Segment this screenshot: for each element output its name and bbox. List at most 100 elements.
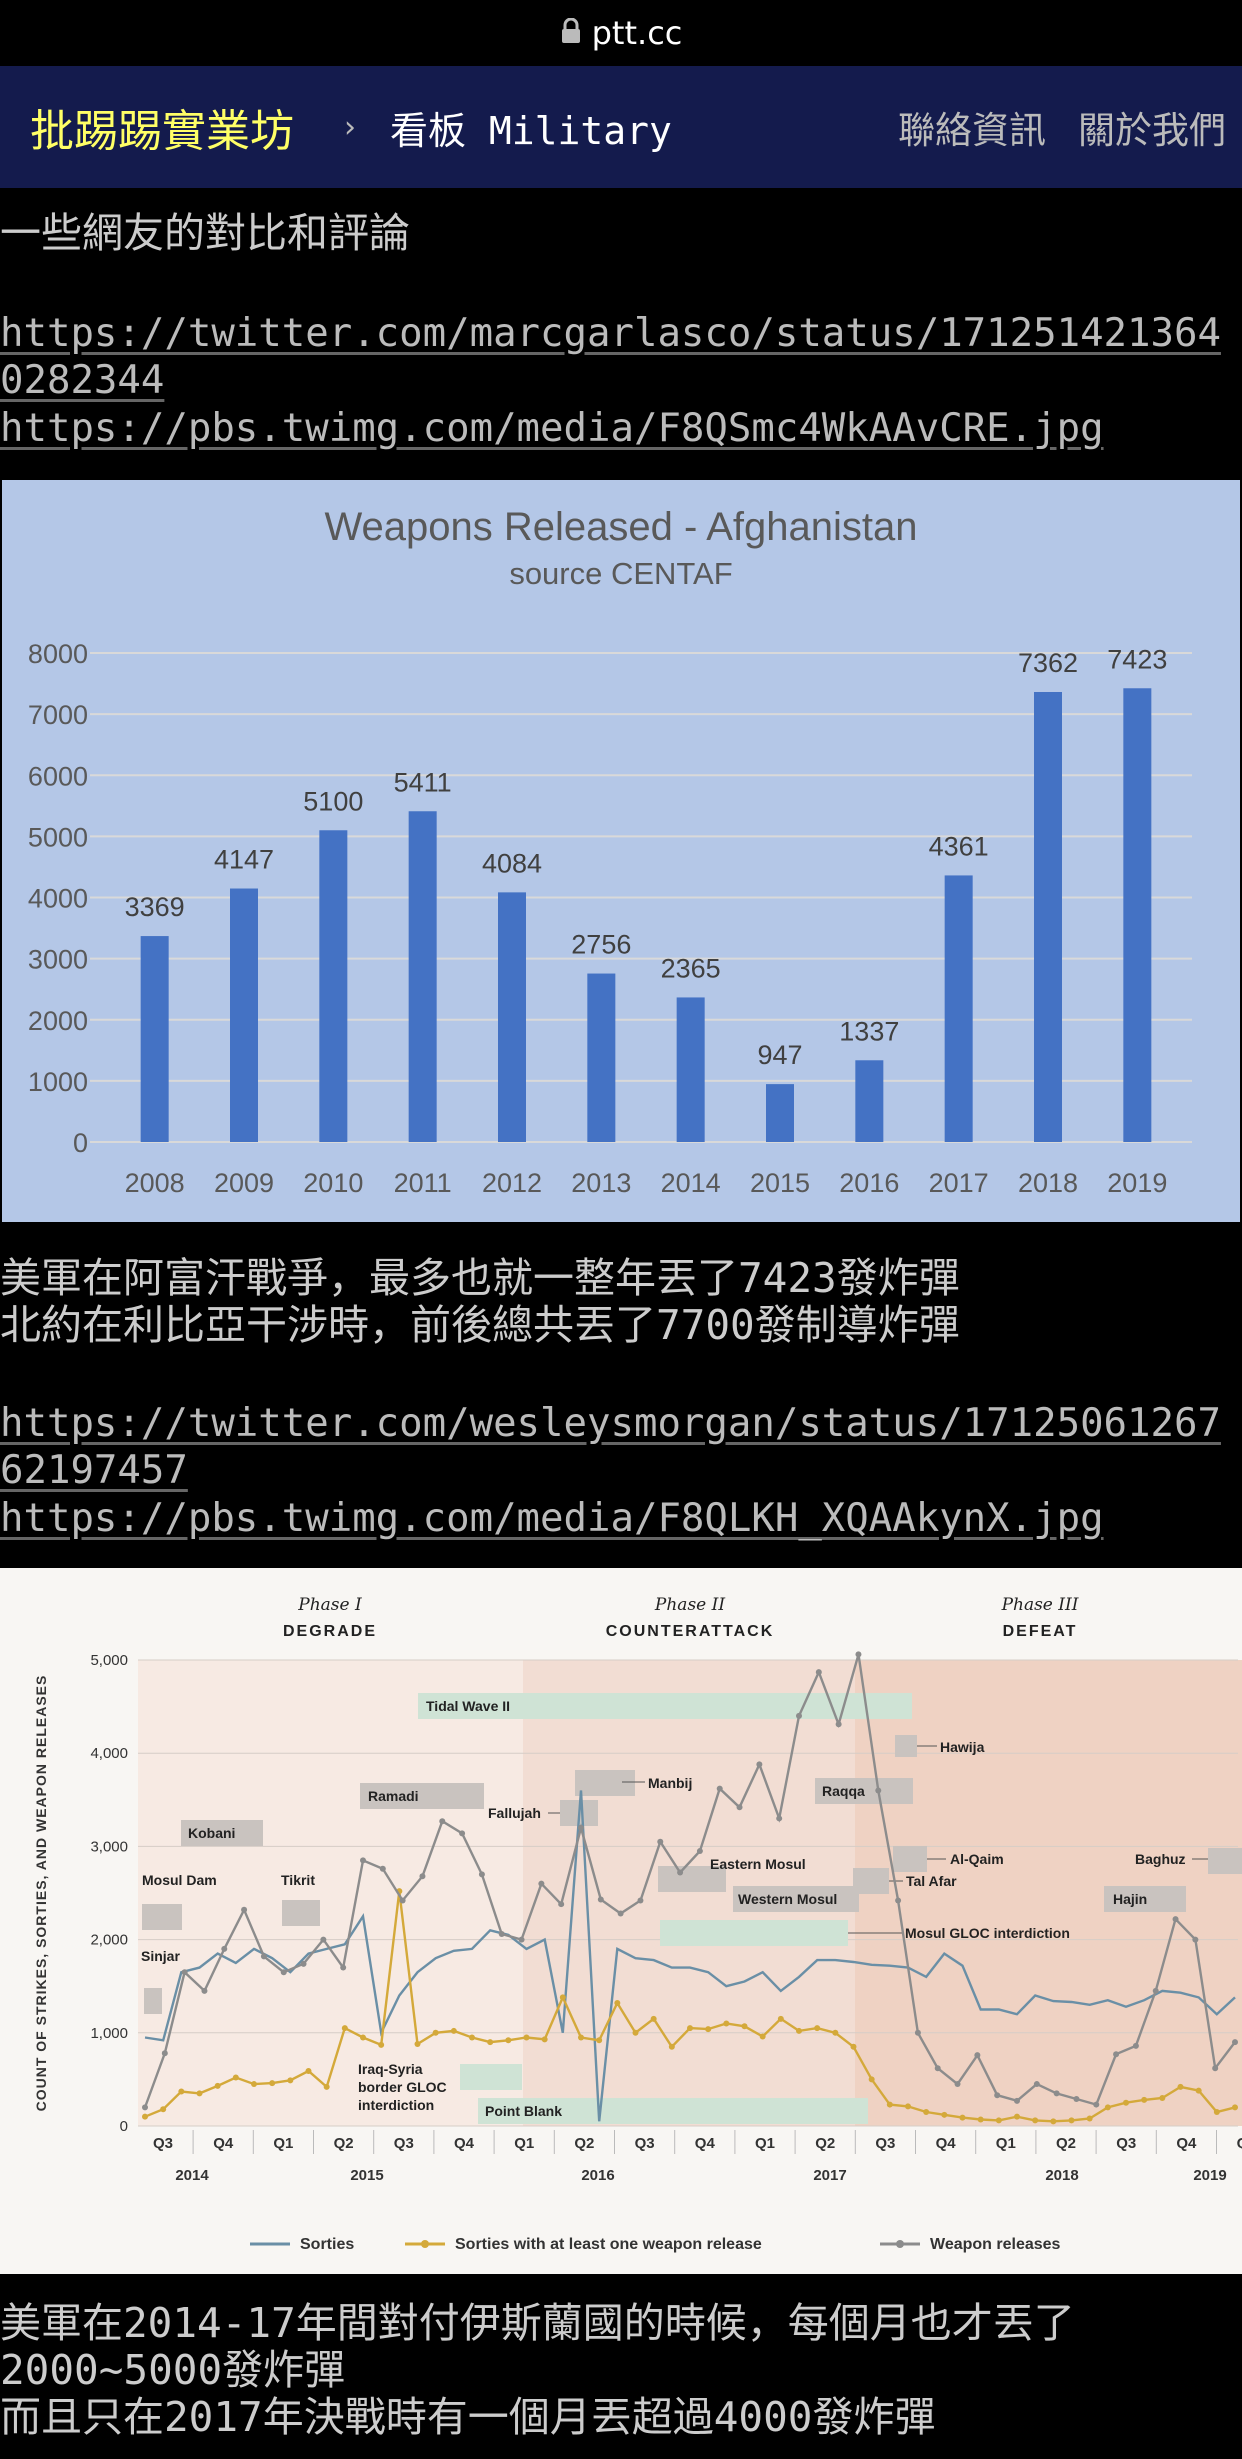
series-point xyxy=(1053,2090,1060,2097)
series-point xyxy=(1073,2095,1080,2102)
address-bar[interactable]: ptt.cc xyxy=(0,0,1242,66)
annotation-box xyxy=(895,1735,917,1757)
annotation-label: Fallujah xyxy=(488,1805,541,1821)
series-point xyxy=(617,1910,624,1917)
x-tick-label: 2008 xyxy=(125,1168,185,1198)
series-point xyxy=(450,2027,457,2034)
y-tick-label: 1000 xyxy=(28,1067,88,1097)
annotation-box xyxy=(733,1886,859,1912)
annotation-box xyxy=(1104,1886,1186,1912)
x-tick-label: Q4 xyxy=(454,2135,475,2152)
legend-marker xyxy=(421,2240,429,2248)
series-point xyxy=(241,1906,248,1913)
data-label: 2756 xyxy=(571,930,631,960)
bar xyxy=(498,892,526,1142)
series-point xyxy=(360,1857,366,1864)
tweet-link[interactable]: https://twitter.com/wesleysmorgan/status… xyxy=(0,1401,1221,1493)
annotation-label: Tidal Wave II xyxy=(426,1698,510,1714)
image-link[interactable]: https://pbs.twimg.com/media/F8QLKH_XQAAk… xyxy=(0,1496,1104,1541)
annotation-label: Iraq-Syria border GLOC interdiction xyxy=(358,2061,447,2113)
series-point xyxy=(1195,2087,1202,2094)
x-tick-label: Q3 xyxy=(394,2135,414,2152)
x-year-label: 2019 xyxy=(1193,2167,1226,2184)
series-point xyxy=(269,2080,276,2087)
series-point xyxy=(559,1994,566,2001)
annotation-label: Hawija xyxy=(940,1739,985,1755)
series-point xyxy=(741,2023,748,2030)
x-year-label: 2014 xyxy=(175,2167,209,2184)
y-tick-label: 2,000 xyxy=(90,1932,128,1949)
annotation-label: Ramadi xyxy=(368,1788,419,1804)
series-point xyxy=(756,1761,763,1768)
y-tick-label: 3000 xyxy=(28,945,88,975)
x-tick-label: Q2 xyxy=(334,2135,354,2152)
bar xyxy=(766,1084,794,1142)
lock-icon xyxy=(560,14,582,52)
series-point xyxy=(378,2041,385,2048)
post-link[interactable]: https://twitter.com/marcgarlasco/status/… xyxy=(0,310,1242,404)
series-point xyxy=(696,1848,703,1855)
series-point xyxy=(142,2104,148,2111)
series-point xyxy=(677,1869,684,1876)
post-link[interactable]: https://pbs.twimg.com/media/F8QLKH_XQAAk… xyxy=(0,1495,1242,1542)
site-brand-link[interactable]: 批踢踢實業坊 xyxy=(30,106,294,157)
series-point xyxy=(716,1785,723,1792)
legend-label: Sorties with at least one weapon release xyxy=(455,2236,762,2253)
series-point xyxy=(300,1960,307,1967)
contact-link[interactable]: 聯絡資訊 xyxy=(898,109,1046,152)
series-point xyxy=(994,2092,1001,2099)
board-link[interactable]: 看板 Military xyxy=(390,108,672,153)
x-tick-label: Q4 xyxy=(213,2135,234,2152)
series-point xyxy=(498,1931,505,1938)
post-link[interactable]: https://twitter.com/wesleysmorgan/status… xyxy=(0,1400,1242,1494)
y-tick-label: 5000 xyxy=(28,822,88,852)
site-navbar: 批踢踢實業坊 › 看板 Military 聯絡資訊 關於我們 xyxy=(0,66,1242,188)
series-point xyxy=(814,2025,821,2032)
series-point xyxy=(538,1880,545,1887)
annotation-box xyxy=(460,2064,522,2090)
series-point xyxy=(596,2037,603,2044)
series-point xyxy=(541,2036,548,2043)
series-point xyxy=(1123,2099,1129,2106)
series-point xyxy=(287,2077,294,2084)
series-point xyxy=(759,2033,766,2040)
series-line xyxy=(143,1654,1236,2108)
series-point xyxy=(637,1897,644,1904)
about-link[interactable]: 關於我們 xyxy=(1078,109,1226,152)
annotation-box xyxy=(478,2098,868,2124)
series-point xyxy=(1033,2081,1040,2088)
series-point xyxy=(1086,2115,1093,2122)
x-tick-label: Q3 xyxy=(875,2135,895,2152)
post-text-line: 2000~5000發炸彈 xyxy=(0,2346,346,2394)
annotation-label: Tikrit xyxy=(281,1872,315,1888)
series-point xyxy=(518,1936,525,1943)
tweet-link[interactable]: https://twitter.com/marcgarlasco/status/… xyxy=(0,311,1221,403)
post-link[interactable]: https://pbs.twimg.com/media/F8QSmc4WkAAv… xyxy=(0,405,1242,452)
data-label: 4361 xyxy=(929,831,989,861)
data-label: 4147 xyxy=(214,845,274,875)
annotation-box xyxy=(142,1904,182,1930)
series-point xyxy=(419,1873,426,1880)
series-point xyxy=(341,2025,348,2032)
series-point xyxy=(1032,2117,1039,2124)
series-point xyxy=(1213,2109,1220,2116)
series-point xyxy=(736,1804,743,1811)
series-point xyxy=(895,1897,902,1904)
series-point xyxy=(305,2068,312,2075)
series-point xyxy=(657,1838,664,1845)
x-tick-label: Q1 xyxy=(514,2135,534,2152)
phase-name: DEGRADE xyxy=(283,1623,377,1640)
phase-label: Phase II xyxy=(654,1595,725,1615)
series-point xyxy=(796,2027,802,2034)
series-point xyxy=(886,2101,893,2108)
image-link[interactable]: https://pbs.twimg.com/media/F8QSmc4WkAAv… xyxy=(0,406,1104,451)
series-point xyxy=(1113,2051,1120,2058)
series-point xyxy=(1232,2039,1238,2046)
data-label: 2365 xyxy=(661,953,721,983)
series-point xyxy=(632,2029,639,2036)
annotation-label: Sinjar xyxy=(141,1948,180,1964)
series-point xyxy=(320,1936,327,1943)
series-point xyxy=(832,2029,839,2036)
legend-marker xyxy=(896,2240,904,2248)
series-point xyxy=(1068,2117,1075,2124)
